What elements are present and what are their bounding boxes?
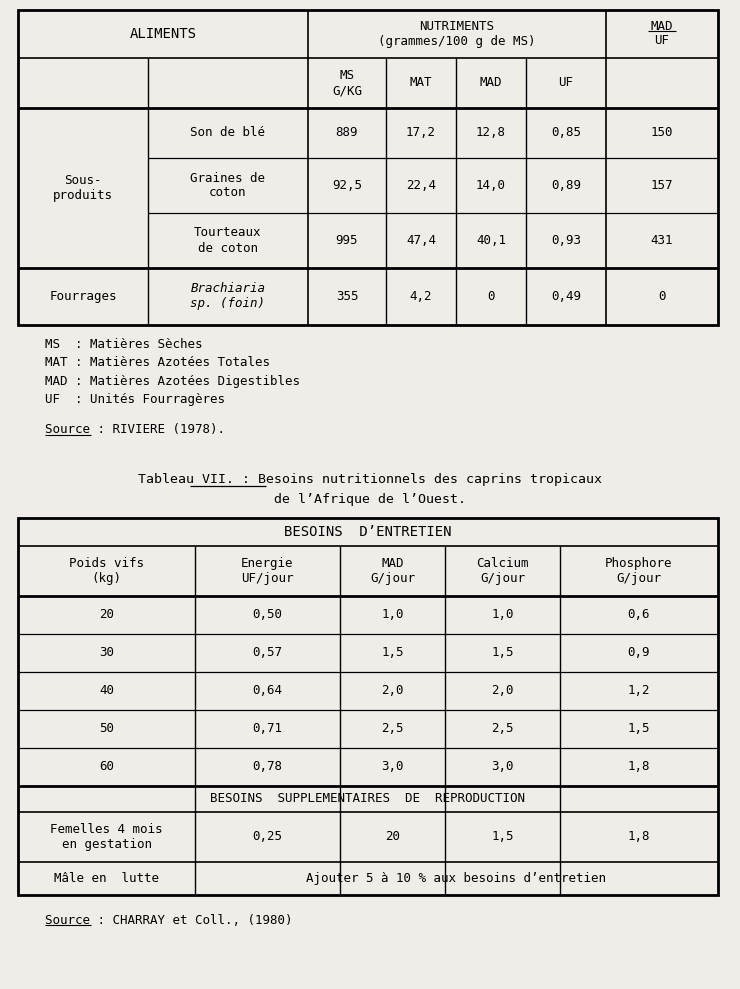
Text: 0,71: 0,71 bbox=[252, 723, 283, 736]
Text: Tourteaux
de coton: Tourteaux de coton bbox=[194, 226, 262, 254]
Text: Mâle en  lutte: Mâle en lutte bbox=[54, 872, 159, 885]
Text: 0,49: 0,49 bbox=[551, 290, 581, 303]
Text: 1,0: 1,0 bbox=[381, 608, 404, 621]
Text: MS
G/KG: MS G/KG bbox=[332, 69, 362, 97]
Text: Ajouter 5 à 10 % aux besoins d’entretien: Ajouter 5 à 10 % aux besoins d’entretien bbox=[306, 872, 607, 885]
Bar bbox=[18, 518, 718, 895]
Text: 20: 20 bbox=[385, 831, 400, 844]
Text: 889: 889 bbox=[336, 127, 358, 139]
Text: 1,8: 1,8 bbox=[628, 831, 650, 844]
Text: UF: UF bbox=[559, 76, 574, 89]
Text: 2,0: 2,0 bbox=[381, 684, 404, 697]
Text: 17,2: 17,2 bbox=[406, 127, 436, 139]
Text: ALIMENTS: ALIMENTS bbox=[130, 27, 197, 41]
Text: 92,5: 92,5 bbox=[332, 179, 362, 192]
Text: MAT : Matières Azotées Totales: MAT : Matières Azotées Totales bbox=[45, 356, 270, 370]
Text: Source : CHARRAY et Coll., (1980): Source : CHARRAY et Coll., (1980) bbox=[45, 914, 292, 927]
Text: Tableau VII. : Besoins nutritionnels des caprins tropicaux: Tableau VII. : Besoins nutritionnels des… bbox=[138, 474, 602, 487]
Text: 3,0: 3,0 bbox=[491, 761, 514, 773]
Text: 0,6: 0,6 bbox=[628, 608, 650, 621]
Text: MAT: MAT bbox=[410, 76, 432, 89]
Text: 30: 30 bbox=[99, 647, 114, 660]
Text: MAD
G/jour: MAD G/jour bbox=[370, 557, 415, 585]
Text: Poids vifs
(kg): Poids vifs (kg) bbox=[69, 557, 144, 585]
Text: UF: UF bbox=[654, 35, 670, 47]
Text: 0: 0 bbox=[487, 290, 495, 303]
Text: 50: 50 bbox=[99, 723, 114, 736]
Text: 1,0: 1,0 bbox=[491, 608, 514, 621]
Text: 0,25: 0,25 bbox=[252, 831, 283, 844]
Text: 14,0: 14,0 bbox=[476, 179, 506, 192]
Text: 150: 150 bbox=[650, 127, 673, 139]
Text: 0,50: 0,50 bbox=[252, 608, 283, 621]
Text: BESOINS  D’ENTRETIEN: BESOINS D’ENTRETIEN bbox=[284, 525, 451, 539]
Text: 2,0: 2,0 bbox=[491, 684, 514, 697]
Text: Energie
UF/jour: Energie UF/jour bbox=[241, 557, 294, 585]
Text: 1,5: 1,5 bbox=[491, 647, 514, 660]
Text: Fourrages: Fourrages bbox=[50, 290, 117, 303]
Text: 2,5: 2,5 bbox=[491, 723, 514, 736]
Text: 12,8: 12,8 bbox=[476, 127, 506, 139]
Text: 0,9: 0,9 bbox=[628, 647, 650, 660]
Text: 0,85: 0,85 bbox=[551, 127, 581, 139]
Text: 1,2: 1,2 bbox=[628, 684, 650, 697]
Text: Brachiaria
sp. (foin): Brachiaria sp. (foin) bbox=[190, 283, 266, 311]
Text: Calcium
G/jour: Calcium G/jour bbox=[477, 557, 529, 585]
Text: 2,5: 2,5 bbox=[381, 723, 404, 736]
Text: MAD : Matières Azotées Digestibles: MAD : Matières Azotées Digestibles bbox=[45, 375, 300, 388]
Text: de l’Afrique de l’Ouest.: de l’Afrique de l’Ouest. bbox=[274, 494, 466, 506]
Text: 0,89: 0,89 bbox=[551, 179, 581, 192]
Text: 60: 60 bbox=[99, 761, 114, 773]
Text: BESOINS  SUPPLEMENTAIRES  DE  REPRODUCTION: BESOINS SUPPLEMENTAIRES DE REPRODUCTION bbox=[210, 792, 525, 805]
Text: 995: 995 bbox=[336, 234, 358, 247]
Text: 1,5: 1,5 bbox=[381, 647, 404, 660]
Text: 40: 40 bbox=[99, 684, 114, 697]
Text: 431: 431 bbox=[650, 234, 673, 247]
Text: 1,8: 1,8 bbox=[628, 761, 650, 773]
Text: Phosphore
G/jour: Phosphore G/jour bbox=[605, 557, 673, 585]
Text: Son de blé: Son de blé bbox=[190, 127, 266, 139]
Text: MS  : Matières Sèches: MS : Matières Sèches bbox=[45, 338, 203, 351]
Text: 40,1: 40,1 bbox=[476, 234, 506, 247]
Text: 1,5: 1,5 bbox=[491, 831, 514, 844]
Text: 20: 20 bbox=[99, 608, 114, 621]
Text: 0,93: 0,93 bbox=[551, 234, 581, 247]
Text: 3,0: 3,0 bbox=[381, 761, 404, 773]
Text: MAD: MAD bbox=[650, 21, 673, 34]
Text: 0,64: 0,64 bbox=[252, 684, 283, 697]
Text: 0,57: 0,57 bbox=[252, 647, 283, 660]
Text: 355: 355 bbox=[336, 290, 358, 303]
Bar bbox=[18, 10, 718, 325]
Text: 0,78: 0,78 bbox=[252, 761, 283, 773]
Text: NUTRIMENTS
(grammes/100 g de MS): NUTRIMENTS (grammes/100 g de MS) bbox=[378, 20, 536, 48]
Text: MAD: MAD bbox=[480, 76, 502, 89]
Text: Sous-
produits: Sous- produits bbox=[53, 174, 113, 202]
Text: UF  : Unités Fourragères: UF : Unités Fourragères bbox=[45, 393, 225, 405]
Text: 47,4: 47,4 bbox=[406, 234, 436, 247]
Text: Source : RIVIERE (1978).: Source : RIVIERE (1978). bbox=[45, 423, 225, 436]
Text: 1,5: 1,5 bbox=[628, 723, 650, 736]
Text: 0: 0 bbox=[659, 290, 666, 303]
Text: Graines de
coton: Graines de coton bbox=[190, 171, 266, 200]
Text: 157: 157 bbox=[650, 179, 673, 192]
Text: Femelles 4 mois
en gestation: Femelles 4 mois en gestation bbox=[50, 823, 163, 851]
Text: 22,4: 22,4 bbox=[406, 179, 436, 192]
Text: 4,2: 4,2 bbox=[410, 290, 432, 303]
